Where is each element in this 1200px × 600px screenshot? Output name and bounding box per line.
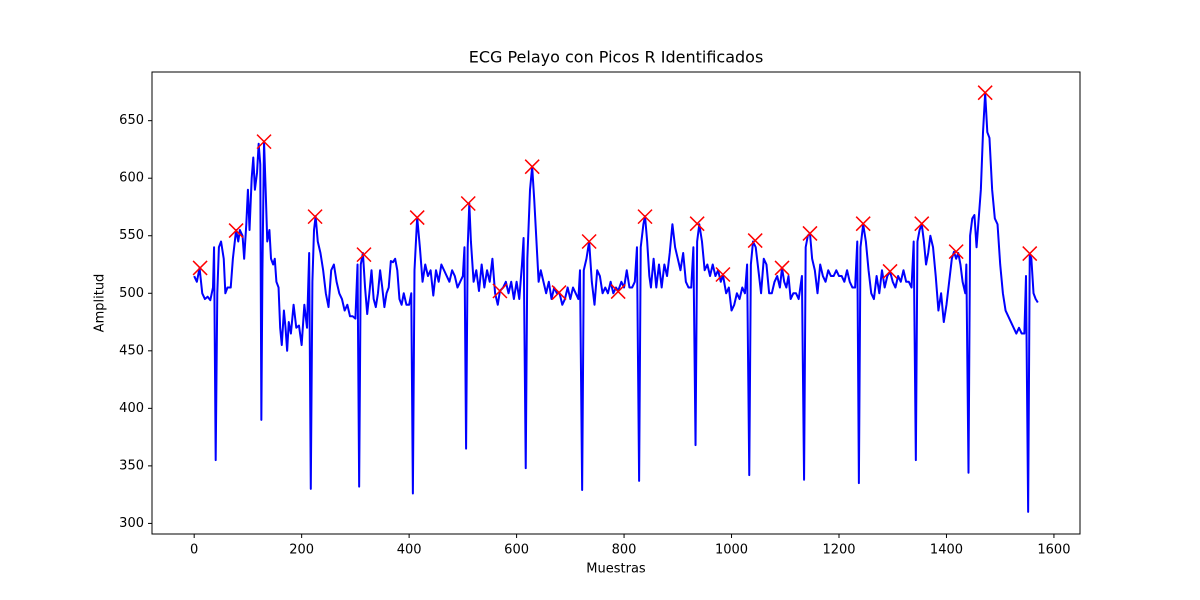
peak-marker [256, 134, 272, 150]
peak-marker [689, 216, 705, 232]
x-tick-label: 1400 [930, 543, 963, 558]
peak-marker [610, 284, 626, 300]
x-tick-label: 800 [612, 543, 637, 558]
peak-marker [855, 216, 871, 232]
y-tick-label: 300 [119, 516, 144, 531]
axes-frame [151, 71, 1081, 535]
ecg-line [193, 92, 1039, 513]
peak-marker [914, 216, 930, 232]
peak-marker [581, 233, 597, 250]
peak-marker [460, 195, 476, 212]
y-axis-label: Amplitud [93, 274, 108, 333]
x-tick-label: 200 [289, 543, 314, 558]
x-tick-label: 600 [504, 543, 529, 558]
peak-marker [948, 244, 964, 260]
x-axis-label: Muestras [586, 562, 646, 577]
x-tick-label: 1000 [715, 543, 748, 558]
chart-title: ECG Pelayo con Picos R Identificados [469, 48, 764, 67]
peak-marker [492, 283, 508, 299]
peak-marker [977, 85, 993, 101]
y-tick-label: 400 [119, 401, 144, 416]
x-tick-label: 1200 [822, 543, 855, 558]
x-tick-label: 0 [190, 543, 198, 558]
peak-marker [715, 266, 731, 283]
y-tick-label: 500 [119, 286, 144, 301]
peak-marker [802, 225, 818, 241]
y-tick-label: 550 [119, 228, 144, 243]
peak-marker [1022, 246, 1038, 262]
y-tick-label: 450 [119, 343, 144, 358]
peak-marker [524, 159, 540, 175]
peak-marker [882, 263, 898, 279]
peak-marker [747, 233, 763, 249]
plot-area [192, 85, 1039, 513]
y-tick-label: 600 [119, 171, 144, 186]
peak-marker [774, 260, 790, 276]
x-tick-label: 400 [397, 543, 422, 558]
y-tick-label: 350 [119, 458, 144, 473]
x-tick-label: 1600 [1037, 543, 1070, 558]
y-tick-label: 650 [119, 113, 144, 128]
peak-marker [551, 285, 567, 301]
peak-marker [192, 260, 208, 276]
peak-marker [307, 209, 323, 225]
peak-marker [637, 209, 653, 225]
peak-marker [409, 210, 425, 226]
peak-marker [228, 223, 244, 239]
peak-marker [356, 247, 372, 263]
